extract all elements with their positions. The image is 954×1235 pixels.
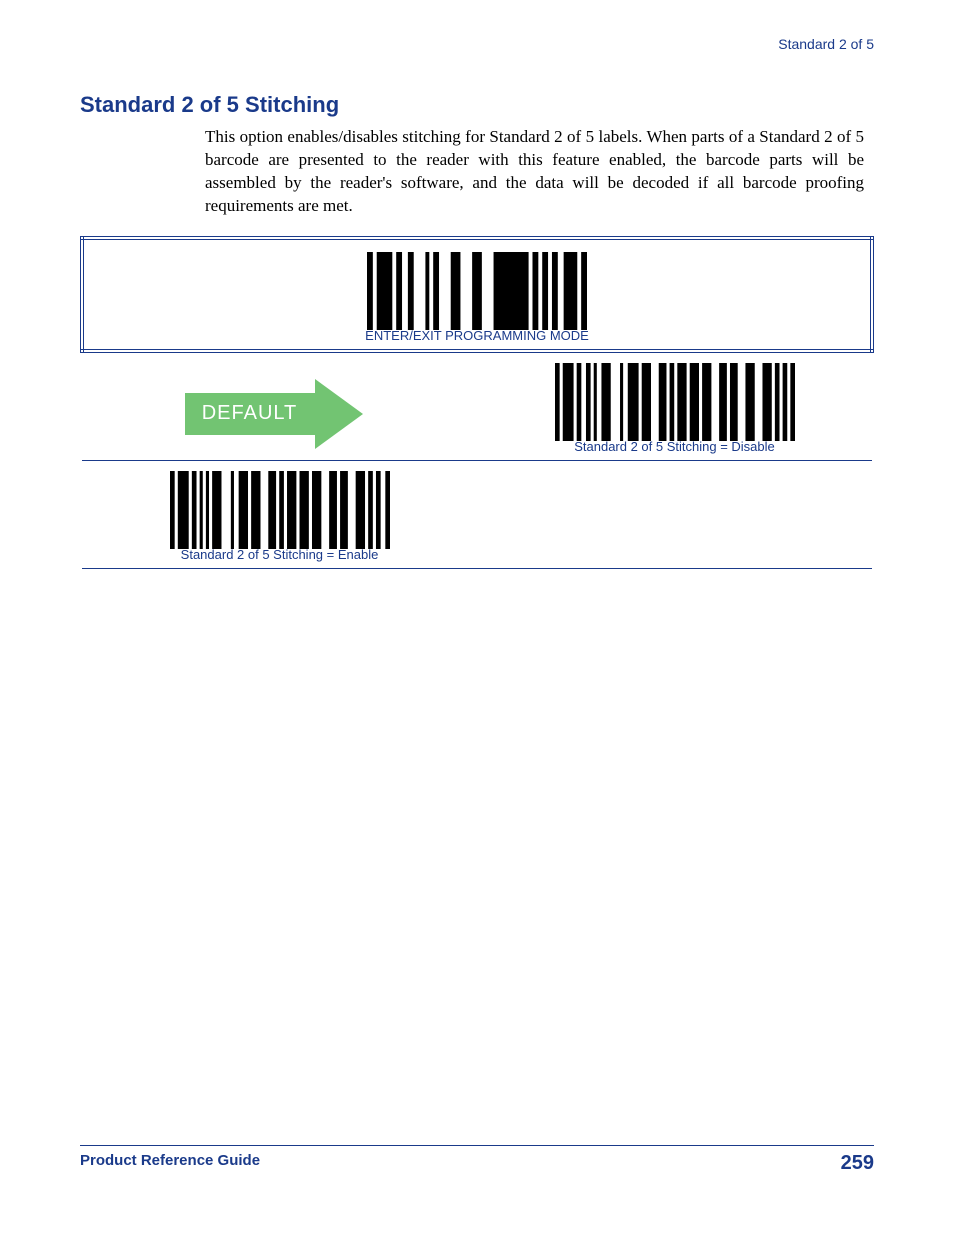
barcode-table: ENTER/EXIT PROGRAMMING MODE DEFAULT Stan… [80,236,874,569]
barcode-enter-exit: ENTER/EXIT PROGRAMMING MODE [365,252,589,343]
footer-page-number: 259 [841,1152,874,1175]
section-title: Standard 2 of 5 Stitching [80,92,874,118]
barcode-disable: Standard 2 of 5 Stitching = Disable [555,363,795,454]
footer-title: Product Reference Guide [80,1152,260,1175]
barcode-enable: Standard 2 of 5 Stitching = Enable [170,471,390,562]
section-body: This option enables/disables stitching f… [205,126,864,218]
footer-rule [80,1145,874,1146]
default-arrow-label: DEFAULT [202,402,298,425]
barcode-caption-enter-exit: ENTER/EXIT PROGRAMMING MODE [365,328,589,343]
barcode-caption-enable: Standard 2 of 5 Stitching = Enable [170,547,390,562]
running-head: Standard 2 of 5 [80,36,874,52]
page-footer: Product Reference Guide 259 [80,1145,874,1175]
barcode-caption-disable: Standard 2 of 5 Stitching = Disable [555,439,795,454]
default-arrow: DEFAULT [185,379,375,449]
